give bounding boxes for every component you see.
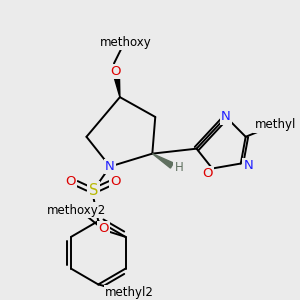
Text: N: N	[105, 160, 115, 173]
Polygon shape	[112, 71, 120, 97]
Text: N: N	[221, 110, 231, 124]
Text: O: O	[99, 223, 109, 236]
Text: O: O	[111, 65, 121, 78]
Text: O: O	[111, 175, 121, 188]
Text: methoxy: methoxy	[100, 36, 152, 49]
Text: N: N	[244, 159, 254, 172]
Text: H: H	[175, 161, 183, 174]
Text: S: S	[89, 183, 98, 198]
Text: O: O	[65, 175, 76, 188]
Text: methoxy2: methoxy2	[47, 204, 106, 217]
Polygon shape	[152, 154, 173, 168]
Text: O: O	[202, 167, 213, 180]
Text: methyl: methyl	[254, 118, 296, 131]
Text: methyl2: methyl2	[105, 286, 154, 299]
Text: S: S	[89, 183, 98, 198]
